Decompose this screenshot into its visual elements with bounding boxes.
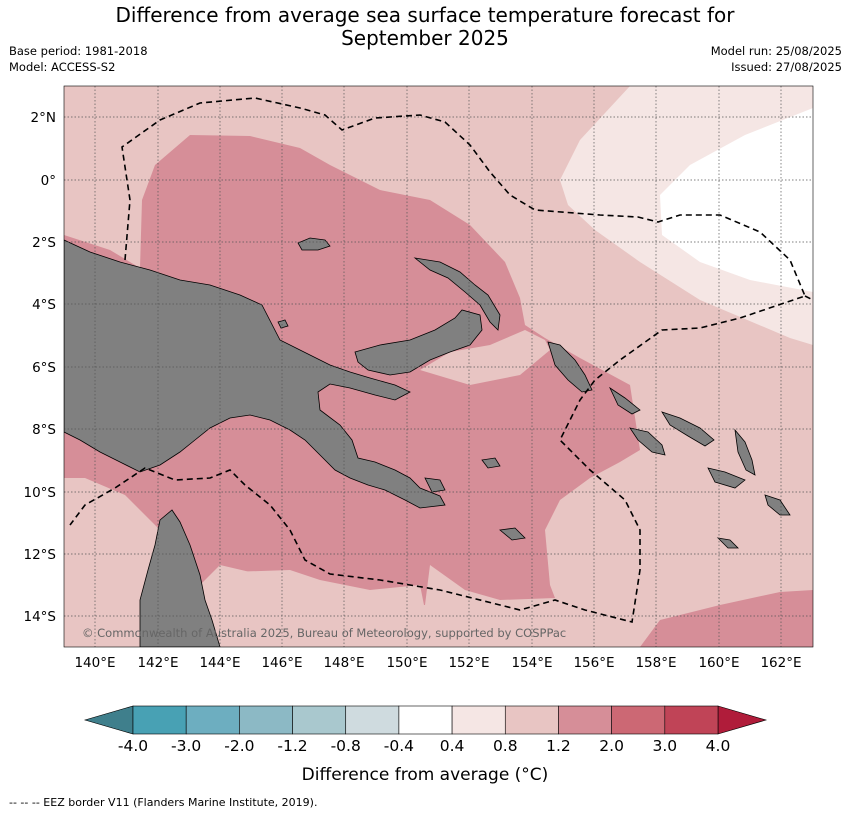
new-britain-land bbox=[354, 309, 483, 376]
colorbar-box bbox=[185, 705, 240, 735]
choiseul-island bbox=[609, 386, 641, 415]
lon-label: 158°E bbox=[635, 655, 676, 671]
manus-island bbox=[297, 237, 331, 251]
colorbar-tick-label: -1.2 bbox=[277, 737, 307, 755]
lat-label: 2°N bbox=[31, 110, 56, 126]
colorbar-box bbox=[132, 705, 187, 735]
lat-label: 0° bbox=[41, 173, 56, 189]
lon-label: 146°E bbox=[261, 655, 302, 671]
map-frame bbox=[63, 85, 814, 648]
dentrecasteaux-island bbox=[424, 477, 446, 493]
map-panel: © Commonwealth of Australia 2025, Bureau… bbox=[64, 86, 813, 647]
colorbar-extend-low bbox=[83, 705, 134, 735]
lon-label: 152°E bbox=[448, 655, 489, 671]
colorbar-tick-label: -4.0 bbox=[118, 737, 148, 755]
lat-label: 14°S bbox=[24, 609, 57, 625]
colorbar-tick-label: -0.4 bbox=[384, 737, 414, 755]
colorbar-box bbox=[239, 705, 293, 735]
base-period-text: Base period: 1981-2018 bbox=[9, 44, 148, 58]
colorbar-tick-label: 4.0 bbox=[706, 737, 731, 755]
lat-label: 4°S bbox=[32, 297, 56, 313]
lon-label: 154°E bbox=[511, 655, 552, 671]
lon-label: 156°E bbox=[573, 655, 614, 671]
latitude-labels: 2°N 0° 2°S 4°S 6°S 8°S 10°S 12°S 14°S bbox=[24, 110, 57, 625]
rossel-island bbox=[499, 527, 526, 541]
colorbar-tick-label: 0.4 bbox=[440, 737, 465, 755]
eez-border-tail bbox=[804, 295, 813, 301]
map-gridlines bbox=[64, 86, 813, 647]
colorbar-tick-label: 1.2 bbox=[546, 737, 571, 755]
eez-border bbox=[69, 97, 807, 623]
colorbar-tick-label: 3.0 bbox=[652, 737, 677, 755]
longitude-labels: 140°E 142°E 144°E 146°E 148°E 150°E 152°… bbox=[74, 655, 801, 671]
colorbar-box bbox=[558, 705, 612, 735]
lon-label: 148°E bbox=[323, 655, 364, 671]
lat-label: 6°S bbox=[32, 360, 56, 376]
small-island-1 bbox=[716, 537, 739, 549]
colorbar-box bbox=[664, 705, 719, 735]
page-title: Difference from average sea surface temp… bbox=[0, 4, 850, 50]
colorbar-box bbox=[292, 705, 347, 735]
title-line-2: September 2025 bbox=[341, 26, 509, 50]
bougainville-island bbox=[547, 341, 593, 393]
new-ireland-land bbox=[413, 257, 501, 331]
vanuatu-island bbox=[764, 494, 791, 516]
lat-label: 10°S bbox=[24, 485, 57, 501]
lon-label: 162°E bbox=[760, 655, 801, 671]
colorbar-tick-label: 2.0 bbox=[599, 737, 624, 755]
anomaly-notch bbox=[420, 330, 550, 385]
model-text: Model: ACCESS-S2 bbox=[9, 60, 116, 74]
colorbar-box bbox=[345, 705, 400, 735]
copyright-text: © Commonwealth of Australia 2025, Bureau… bbox=[82, 626, 566, 640]
colorbar-extend-high bbox=[717, 705, 768, 735]
guadalcanal-island bbox=[629, 427, 666, 456]
issued-text: Issued: 27/08/2025 bbox=[731, 60, 842, 74]
colorbar-tick-label: -2.0 bbox=[224, 737, 254, 755]
small-island-2 bbox=[277, 319, 289, 329]
colorbar-box bbox=[611, 705, 666, 735]
lon-label: 160°E bbox=[698, 655, 739, 671]
lat-label: 2°S bbox=[32, 235, 56, 251]
colorbar-box bbox=[504, 705, 559, 735]
colorbar-tick-label: -0.8 bbox=[331, 737, 361, 755]
lon-label: 144°E bbox=[199, 655, 240, 671]
model-run-text: Model run: 25/08/2025 bbox=[710, 44, 842, 58]
lat-label: 12°S bbox=[24, 547, 57, 563]
makira-island bbox=[707, 467, 746, 489]
new-guinea-land bbox=[64, 239, 446, 509]
lat-label: 8°S bbox=[32, 422, 56, 438]
lon-label: 150°E bbox=[386, 655, 427, 671]
anomaly-band-south-tongue bbox=[200, 570, 425, 647]
eastern-island bbox=[734, 428, 756, 476]
title-line-1: Difference from average sea surface temp… bbox=[115, 3, 735, 27]
colorbar-tick-label: 0.8 bbox=[493, 737, 518, 755]
colorbar-box bbox=[398, 705, 453, 735]
lon-label: 140°E bbox=[74, 655, 115, 671]
anomaly-band-1-2-2-0-southeast bbox=[640, 590, 813, 647]
colorbar-tick-label: -3.0 bbox=[171, 737, 201, 755]
colorbar-box bbox=[451, 705, 506, 735]
lon-label: 142°E bbox=[137, 655, 178, 671]
colorbar: -4.0 -3.0 -2.0 -1.2 -0.8 -0.4 0.4 0.8 1.2 2.0 3.0 4… bbox=[83, 705, 768, 755]
woodlark-island bbox=[481, 457, 501, 469]
eez-footer-note: -- -- -- EEZ border V11 (Flanders Marine… bbox=[9, 796, 318, 809]
meta-right: Model run: 25/08/2025 Issued: 27/08/2025 bbox=[711, 43, 842, 75]
australia-land bbox=[139, 509, 221, 647]
meta-left: Base period: 1981-2018 Model: ACCESS-S2 bbox=[9, 43, 148, 75]
anomaly-band-1-2-2-0 bbox=[64, 135, 640, 608]
colorbar-title: Difference from average (°C) bbox=[302, 765, 549, 785]
anomaly-band-neutral bbox=[660, 108, 813, 292]
